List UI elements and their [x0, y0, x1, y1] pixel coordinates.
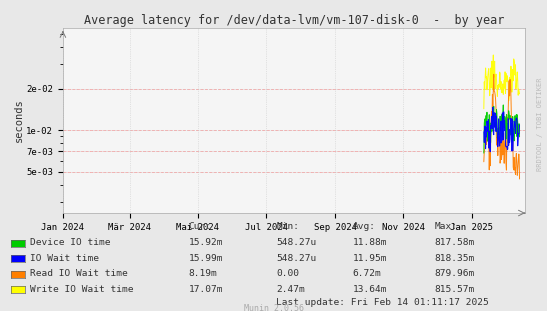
Text: 879.96m: 879.96m: [435, 269, 475, 278]
Text: 2.47m: 2.47m: [276, 285, 305, 294]
Text: Min:: Min:: [276, 221, 299, 230]
Text: 17.07m: 17.07m: [189, 285, 223, 294]
Text: 8.19m: 8.19m: [189, 269, 218, 278]
Text: Munin 2.0.56: Munin 2.0.56: [243, 304, 304, 311]
Text: 0.00: 0.00: [276, 269, 299, 278]
Text: 11.88m: 11.88m: [353, 238, 387, 247]
Y-axis label: seconds: seconds: [14, 99, 24, 142]
Text: 15.92m: 15.92m: [189, 238, 223, 247]
Title: Average latency for /dev/data-lvm/vm-107-disk-0  -  by year: Average latency for /dev/data-lvm/vm-107…: [84, 14, 504, 27]
Text: Avg:: Avg:: [353, 221, 376, 230]
Text: 815.57m: 815.57m: [435, 285, 475, 294]
Text: Max:: Max:: [435, 221, 458, 230]
Text: 11.95m: 11.95m: [353, 254, 387, 262]
Text: 548.27u: 548.27u: [276, 254, 317, 262]
Text: Read IO Wait time: Read IO Wait time: [30, 269, 128, 278]
Text: Write IO Wait time: Write IO Wait time: [30, 285, 133, 294]
Text: 6.72m: 6.72m: [353, 269, 382, 278]
Text: 13.64m: 13.64m: [353, 285, 387, 294]
Text: 817.58m: 817.58m: [435, 238, 475, 247]
Text: Cur:: Cur:: [189, 221, 212, 230]
Text: 548.27u: 548.27u: [276, 238, 317, 247]
Text: Last update: Fri Feb 14 01:11:17 2025: Last update: Fri Feb 14 01:11:17 2025: [276, 298, 489, 307]
Text: 15.99m: 15.99m: [189, 254, 223, 262]
Text: IO Wait time: IO Wait time: [30, 254, 99, 262]
Text: RRDTOOL / TOBI OETIKER: RRDTOOL / TOBI OETIKER: [537, 78, 543, 171]
Text: Device IO time: Device IO time: [30, 238, 110, 247]
Text: 818.35m: 818.35m: [435, 254, 475, 262]
